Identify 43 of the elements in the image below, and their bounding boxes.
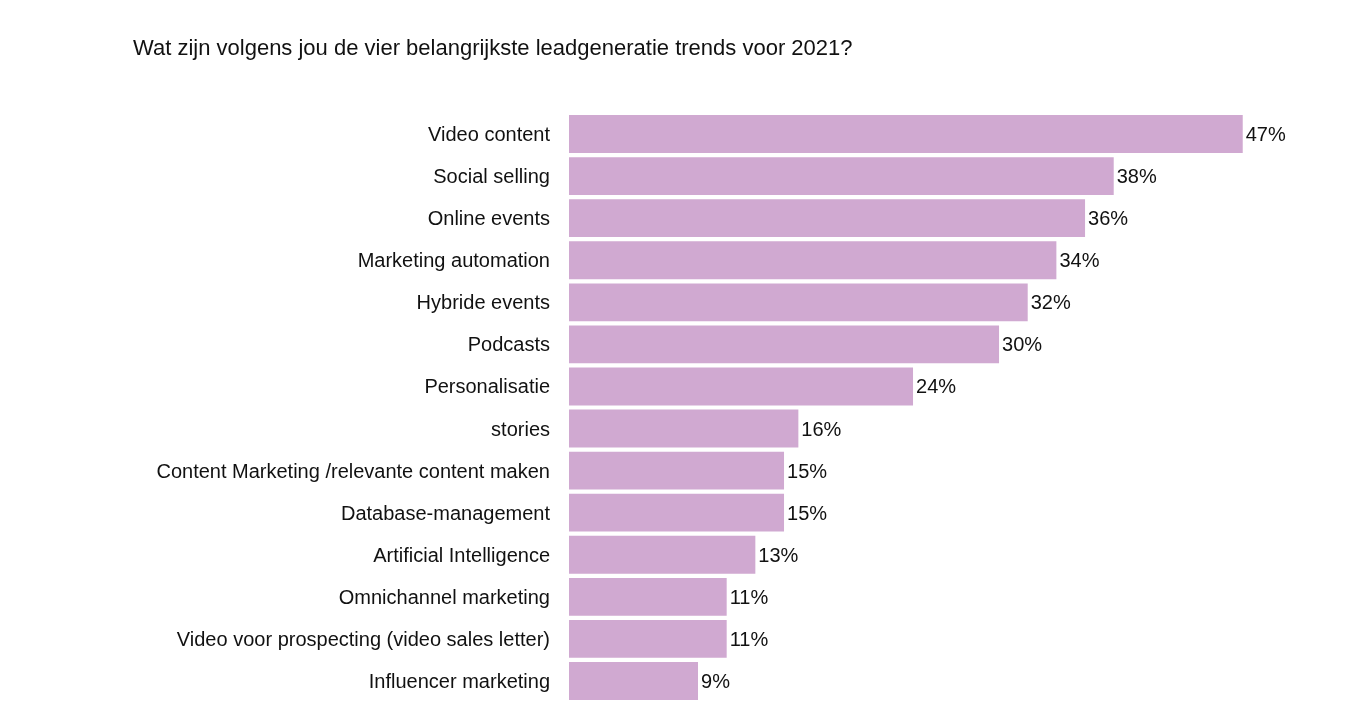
bar	[569, 577, 727, 616]
data-label: 13%	[758, 543, 799, 566]
data-label: 30%	[1002, 333, 1043, 356]
bar	[569, 535, 756, 574]
data-label: 32%	[1030, 291, 1071, 314]
data-label: 11%	[729, 627, 769, 650]
y-tick-label: Influencer marketing	[368, 669, 550, 692]
bar	[569, 283, 1028, 322]
bar	[569, 409, 799, 448]
y-tick-label: Video content	[428, 123, 551, 146]
data-label: 15%	[787, 459, 828, 482]
data-label: 38%	[1116, 165, 1157, 188]
y-tick-label: Omnichannel marketing	[338, 585, 550, 608]
bar	[569, 493, 785, 532]
bar	[569, 199, 1086, 238]
y-tick-label: Social selling	[433, 165, 550, 188]
data-label: 36%	[1088, 207, 1129, 230]
bar	[569, 619, 727, 658]
y-tick-label: stories	[491, 417, 550, 440]
data-label: 16%	[801, 417, 842, 440]
y-tick-label: Database-management	[340, 501, 551, 524]
y-tick-label: Hybride events	[416, 291, 550, 314]
bar	[569, 451, 785, 490]
y-tick-label: Video voor prospecting (video sales letter)	[176, 627, 550, 650]
chart-title: Wat zijn volgens jou de vier belangrijkste leadgeneratie trends voor 2021?	[133, 34, 853, 60]
bar	[569, 157, 1114, 196]
y-tick-label: Artificial Intelligence	[373, 543, 550, 566]
bar	[569, 241, 1057, 280]
data-label: 24%	[916, 375, 957, 398]
y-tick-label: Personalisatie	[424, 375, 550, 398]
y-tick-label: Podcasts	[467, 333, 550, 356]
data-label: 15%	[787, 501, 828, 524]
data-label: 11%	[729, 585, 769, 608]
data-label: 47%	[1245, 123, 1286, 146]
y-tick-label: Marketing automation	[357, 249, 550, 272]
y-tick-label: Online events	[427, 207, 550, 230]
data-label: 34%	[1059, 249, 1100, 272]
bar	[569, 325, 1000, 364]
bar	[569, 115, 1243, 153]
bar	[569, 367, 914, 406]
y-tick-label: Content Marketing /relevante content maken	[156, 459, 550, 482]
data-label: 9%	[701, 669, 731, 692]
bar	[569, 662, 699, 700]
